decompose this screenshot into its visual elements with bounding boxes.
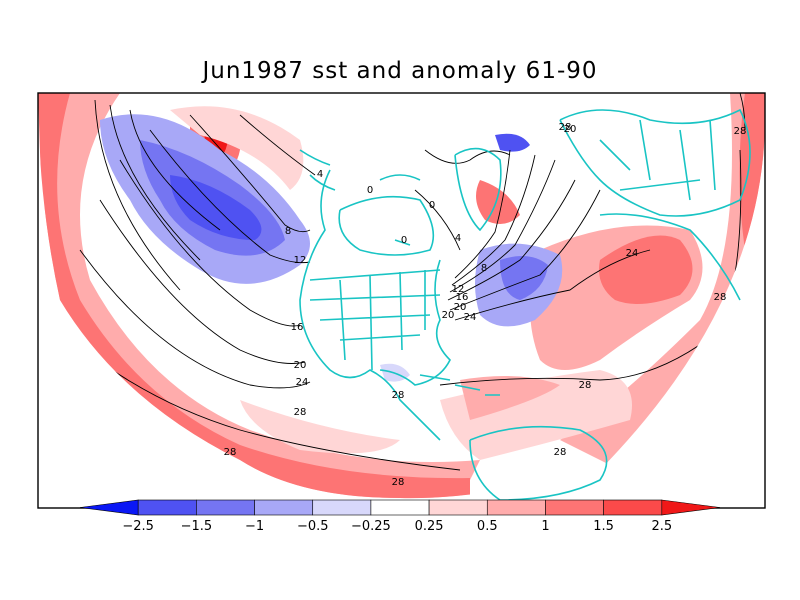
south-america bbox=[469, 425, 608, 501]
color-bar-tick-labels: −2.5 −1.5 −1 −0.5 −0.25 0.25 0.5 1 1.5 2.5 bbox=[122, 519, 672, 534]
contour-8-pacific bbox=[189, 114, 311, 233]
contour-label: 24 bbox=[464, 312, 477, 323]
anomaly-warm-outer-strong bbox=[38, 93, 470, 499]
contour-label: 20 bbox=[294, 360, 307, 371]
contour-0-arctic bbox=[414, 189, 461, 251]
color-bar-segment bbox=[312, 499, 372, 516]
land-outlines bbox=[299, 108, 751, 501]
contour-20-atlantic bbox=[449, 189, 601, 311]
anomaly-color-bar bbox=[79, 499, 721, 516]
contour-24-atlantic bbox=[454, 249, 651, 321]
contour-label: 4 bbox=[455, 233, 461, 244]
color-bar-tick-label: 1 bbox=[541, 519, 549, 534]
color-bar-segment bbox=[486, 499, 546, 516]
contour-label: 8 bbox=[481, 263, 487, 274]
contour-16-atlantic bbox=[447, 179, 576, 301]
color-bar-segment bbox=[545, 499, 604, 516]
color-bar-segment bbox=[196, 499, 255, 516]
anomaly-warm-npac-band bbox=[170, 106, 304, 190]
coast-north-america-east bbox=[379, 259, 451, 386]
anomaly-shading bbox=[38, 93, 765, 499]
color-bar-segment bbox=[603, 499, 663, 516]
contour-label: 24 bbox=[626, 248, 639, 259]
anomaly-warm-gulf bbox=[460, 376, 560, 420]
anomaly-cool-atlantic-core bbox=[500, 256, 548, 300]
canada-arctic-islands bbox=[338, 174, 435, 256]
contour-label: 28 bbox=[392, 477, 405, 488]
us-borders bbox=[309, 269, 441, 371]
contour-label: 0 bbox=[429, 200, 435, 211]
contour-28-east bbox=[739, 93, 746, 131]
contour-label: 0 bbox=[367, 185, 373, 196]
caribbean-islands bbox=[419, 374, 500, 396]
contour-label: 28 bbox=[734, 126, 747, 137]
contour-extra-pacific-2 bbox=[109, 104, 201, 261]
contour-label: 24 bbox=[296, 377, 309, 388]
color-bar-tick-label: 1.5 bbox=[593, 519, 614, 534]
contour-labels: 2824201612840202824282828242016128400282… bbox=[224, 122, 747, 488]
contour-label: 16 bbox=[456, 292, 469, 303]
contour-0-arctic-2 bbox=[424, 149, 511, 164]
color-bar-segment bbox=[79, 499, 139, 516]
contour-label: 16 bbox=[291, 322, 304, 333]
color-bar-tick-label: −0.25 bbox=[351, 519, 391, 534]
coast-north-america-west bbox=[299, 169, 441, 441]
contour-8-atlantic bbox=[451, 154, 536, 286]
contour-label: 12 bbox=[294, 255, 307, 266]
contour-extra-pacific-1 bbox=[94, 99, 181, 291]
contour-label: 28 bbox=[554, 447, 567, 458]
contour-label: 20 bbox=[442, 310, 455, 321]
color-bar-tick-label: −0.5 bbox=[297, 519, 329, 534]
map-title: Jun1987 sst and anomaly 61-90 bbox=[202, 58, 598, 84]
color-bar-segment bbox=[254, 499, 314, 516]
color-bar-tick-label: −1.5 bbox=[181, 519, 213, 534]
color-bar-tick-label: 2.5 bbox=[651, 519, 672, 534]
contour-label: 20 bbox=[454, 302, 467, 313]
contour-16-pacific bbox=[119, 159, 301, 327]
anomaly-warm-atlantic-core bbox=[599, 235, 693, 304]
europe-borders bbox=[599, 119, 716, 201]
color-bar-segment bbox=[137, 499, 197, 516]
alaska-coast bbox=[299, 149, 336, 191]
contour-12-atlantic bbox=[449, 159, 556, 293]
greenland bbox=[454, 147, 502, 232]
contour-label: 28 bbox=[392, 390, 405, 401]
contour-label: 4 bbox=[317, 169, 323, 180]
contour-label: 28 bbox=[294, 407, 307, 418]
europe bbox=[559, 108, 751, 217]
color-bar-tick-label: −2.5 bbox=[122, 519, 154, 534]
anomaly-cool-arctic bbox=[495, 133, 530, 152]
contour-label: 12 bbox=[452, 284, 465, 295]
africa bbox=[599, 213, 741, 301]
contour-label: 0 bbox=[401, 235, 407, 246]
color-bar-segment bbox=[370, 499, 430, 516]
contour-extra-pacific-3 bbox=[129, 109, 221, 231]
contour-label: 28 bbox=[559, 122, 572, 133]
contour-label: 28 bbox=[224, 447, 237, 458]
color-bar-tick-label: 0.5 bbox=[477, 519, 498, 534]
color-bar-segment bbox=[661, 499, 721, 516]
anomaly-warm-arctic bbox=[476, 180, 520, 224]
contour-label: 20 bbox=[564, 124, 577, 135]
color-bar-tick-label: −1 bbox=[245, 519, 264, 534]
contour-label: 8 bbox=[285, 226, 291, 237]
contour-4-pacific bbox=[239, 114, 316, 176]
contour-24-pacific bbox=[79, 249, 311, 389]
contour-28-atlantic bbox=[439, 149, 742, 386]
contour-label: 28 bbox=[579, 380, 592, 391]
contour-20-pacific bbox=[99, 199, 306, 364]
contour-12-pacific bbox=[149, 129, 311, 264]
contour-4-atlantic bbox=[454, 149, 511, 279]
color-bar-segment bbox=[428, 499, 488, 516]
color-bar-tick-label: 0.25 bbox=[415, 519, 444, 534]
contour-label: 28 bbox=[714, 292, 727, 303]
